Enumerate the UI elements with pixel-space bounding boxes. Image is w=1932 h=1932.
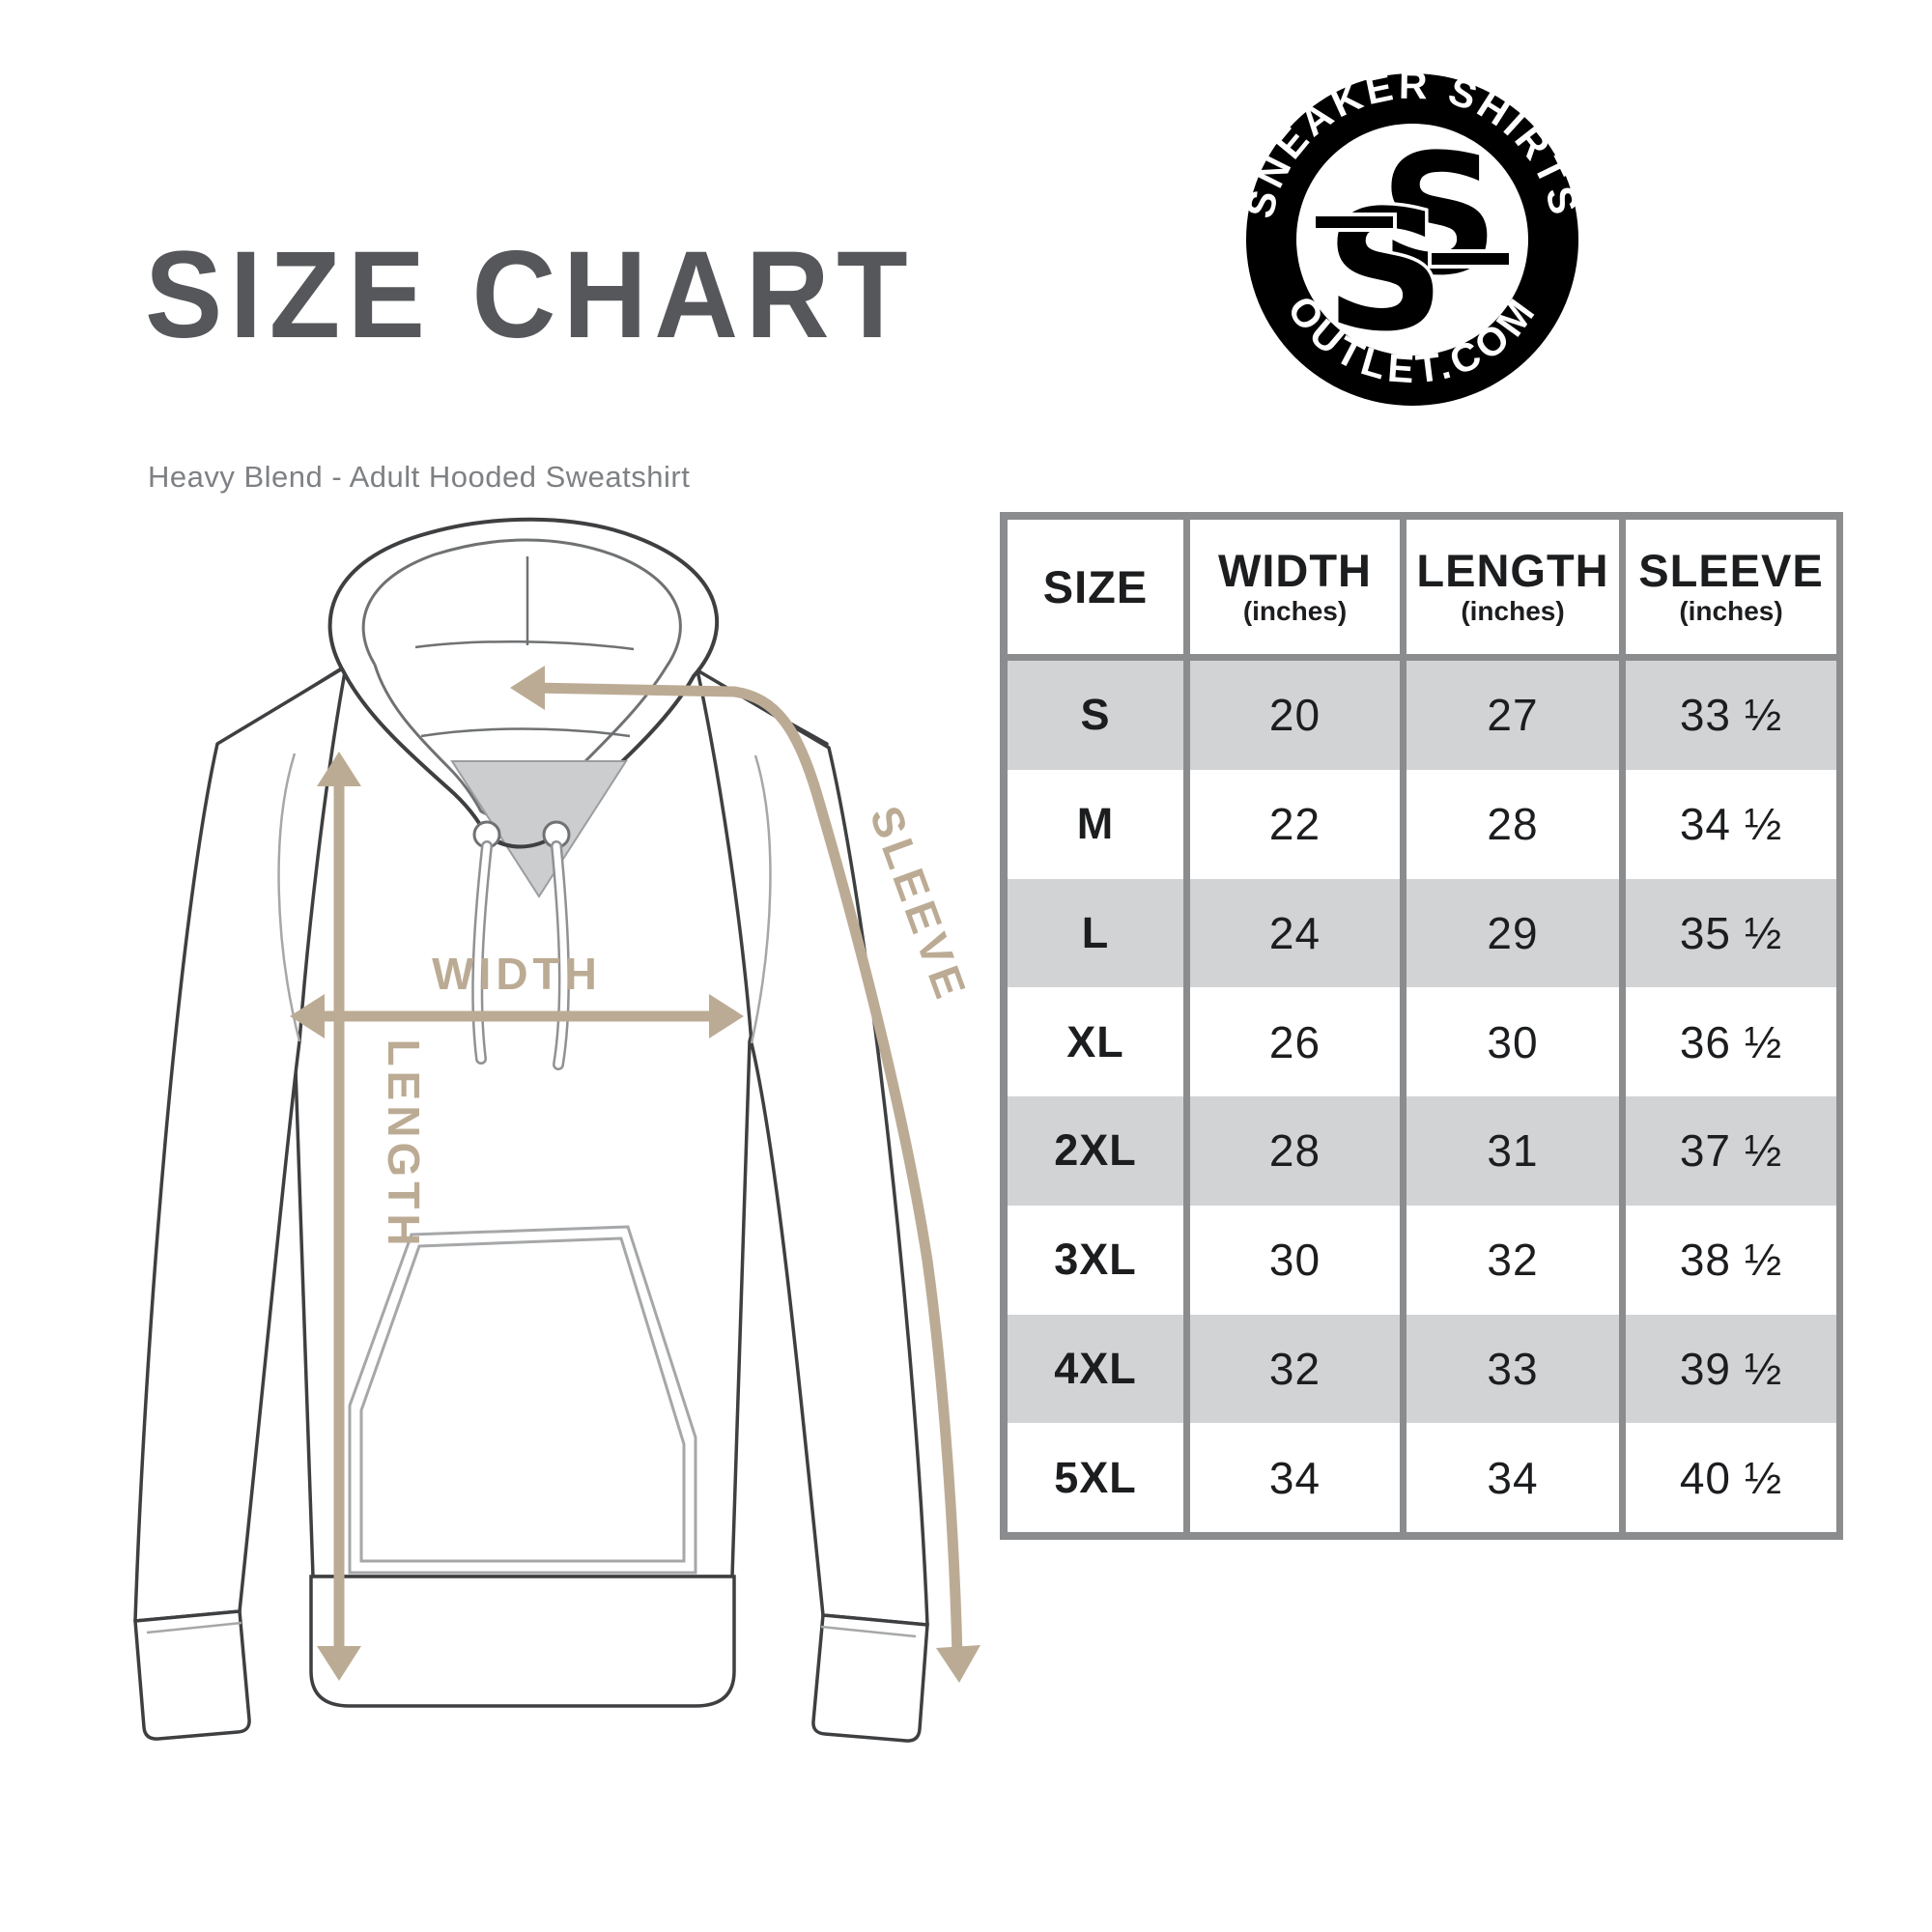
sleeve-arrow bbox=[510, 666, 980, 1683]
page-title: SIZE CHART bbox=[145, 226, 916, 364]
length-cell: 32 bbox=[1406, 1205, 1619, 1315]
sleeve-cell: 33 ½ bbox=[1626, 661, 1836, 770]
size-cell: L bbox=[1008, 878, 1183, 988]
sleeve-cell: 40 ½ bbox=[1626, 1423, 1836, 1532]
width-arrow bbox=[290, 994, 744, 1038]
column-header-size: SIZE bbox=[1008, 520, 1183, 661]
length-cell: 34 bbox=[1406, 1423, 1619, 1532]
logo-ss-monogram: S S bbox=[1312, 115, 1513, 372]
length-cell: 31 bbox=[1406, 1096, 1619, 1206]
size-cell: 2XL bbox=[1008, 1096, 1183, 1206]
width-label: WIDTH bbox=[432, 949, 602, 999]
column-header-sleeve: SLEEVE (inches) bbox=[1626, 520, 1836, 661]
length-cell: 27 bbox=[1406, 661, 1619, 770]
width-cell: 20 bbox=[1190, 661, 1400, 770]
size-cell: M bbox=[1008, 769, 1183, 879]
size-cell: S bbox=[1008, 661, 1183, 770]
width-cell: 28 bbox=[1190, 1096, 1400, 1206]
left-cuff bbox=[133, 1609, 251, 1741]
column-header-length: LENGTH (inches) bbox=[1406, 520, 1619, 661]
hoodie-diagram: WIDTH LENGTH SLEEVE bbox=[133, 517, 980, 1743]
sleeve-cell: 35 ½ bbox=[1626, 878, 1836, 988]
waistband bbox=[309, 1575, 736, 1708]
sleeve-cell: 39 ½ bbox=[1626, 1314, 1836, 1424]
length-cell: 29 bbox=[1406, 878, 1619, 988]
right-sleeve bbox=[696, 668, 929, 1627]
column-header-width: WIDTH (inches) bbox=[1190, 520, 1400, 661]
size-cell: 5XL bbox=[1008, 1423, 1183, 1532]
size-cell: 4XL bbox=[1008, 1314, 1183, 1424]
drawstrings bbox=[471, 820, 571, 1070]
width-cell: 30 bbox=[1190, 1205, 1400, 1315]
svg-text:S: S bbox=[1325, 174, 1445, 368]
sleeve-cell: 37 ½ bbox=[1626, 1096, 1836, 1206]
hood-opening bbox=[361, 538, 682, 822]
length-cell: 33 bbox=[1406, 1314, 1619, 1424]
length-cell: 28 bbox=[1406, 769, 1619, 879]
sleeve-label: SLEEVE bbox=[861, 800, 978, 1009]
size-table: SIZE WIDTH (inches) LENGTH (inches) SLEE… bbox=[1000, 512, 1843, 1540]
size-cell: XL bbox=[1008, 987, 1183, 1096]
length-arrow bbox=[317, 752, 361, 1681]
width-cell: 22 bbox=[1190, 769, 1400, 879]
right-cuff bbox=[811, 1613, 929, 1743]
kangaroo-pocket bbox=[348, 1225, 697, 1575]
width-cell: 24 bbox=[1190, 878, 1400, 988]
logo-inner-circle bbox=[1296, 124, 1528, 355]
hood-interior-seams bbox=[414, 556, 635, 738]
width-cell: 26 bbox=[1190, 987, 1400, 1096]
left-sleeve bbox=[133, 665, 348, 1623]
brand-logo: SNEAKER SHIRTS OUTLET.COM S S bbox=[1238, 66, 1583, 406]
seam-lines bbox=[146, 753, 917, 1638]
size-cell: 3XL bbox=[1008, 1205, 1183, 1315]
width-cell: 34 bbox=[1190, 1423, 1400, 1532]
width-cell: 32 bbox=[1190, 1314, 1400, 1424]
sleeve-cell: 34 ½ bbox=[1626, 769, 1836, 879]
length-label: LENGTH bbox=[379, 1038, 429, 1250]
sleeve-cell: 36 ½ bbox=[1626, 987, 1836, 1096]
page-subtitle: Heavy Blend - Adult Hooded Sweatshirt bbox=[148, 460, 691, 494]
length-cell: 30 bbox=[1406, 987, 1619, 1096]
sleeve-cell: 38 ½ bbox=[1626, 1205, 1836, 1315]
svg-text:S: S bbox=[1379, 118, 1499, 312]
